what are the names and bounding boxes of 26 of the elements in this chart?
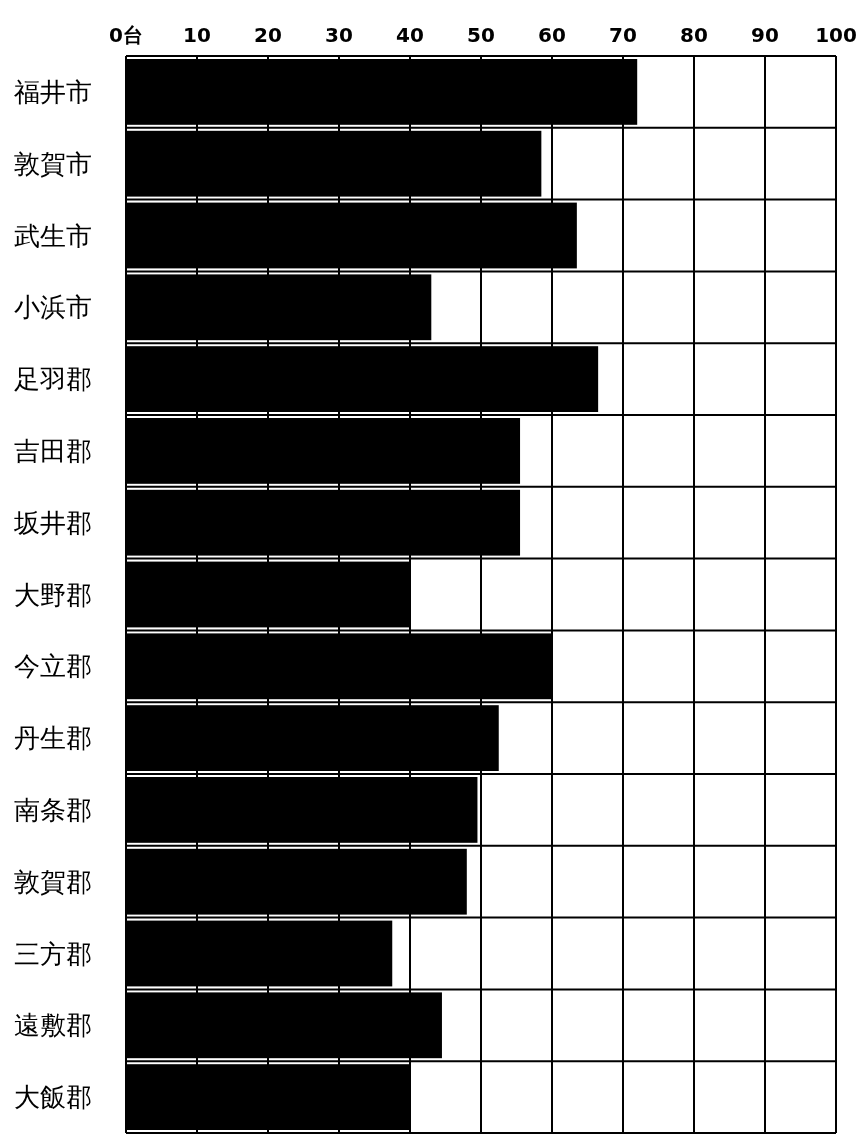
- y-tick-label: 足羽郡: [14, 364, 92, 395]
- y-tick-label: 武生市: [14, 220, 92, 251]
- x-tick-label: 40: [396, 23, 424, 47]
- x-tick-label: 60: [538, 23, 566, 47]
- x-tick-label: 70: [609, 23, 637, 47]
- y-tick-label: 敦賀郡: [14, 866, 92, 897]
- y-tick-label: 敦賀市: [14, 148, 92, 179]
- y-tick-label: 福井市: [14, 76, 92, 107]
- y-tick-label: 吉田郡: [14, 435, 92, 466]
- y-tick-label: 大野郡: [14, 579, 92, 610]
- x-tick-label: 30: [325, 23, 353, 47]
- y-tick-label: 坂井郡: [13, 507, 92, 538]
- y-tick-label: 今立郡: [14, 651, 92, 682]
- y-tick-label: 小浜市: [14, 292, 92, 323]
- y-tick-label: 三方郡: [14, 938, 92, 969]
- x-tick-label: 20: [254, 23, 282, 47]
- x-tick-label: 0台: [109, 23, 143, 47]
- x-tick-label: 10: [183, 23, 211, 47]
- y-tick-label: 丹生郡: [14, 723, 92, 754]
- x-tick-label: 90: [751, 23, 779, 47]
- y-tick-label: 大飯郡: [14, 1082, 92, 1113]
- x-tick-label: 80: [680, 23, 708, 47]
- y-tick-label: 南条郡: [14, 794, 92, 825]
- x-tick-label: 50: [467, 23, 495, 47]
- x-tick-label: 100: [815, 23, 857, 47]
- y-tick-label: 遠敷郡: [14, 1010, 92, 1041]
